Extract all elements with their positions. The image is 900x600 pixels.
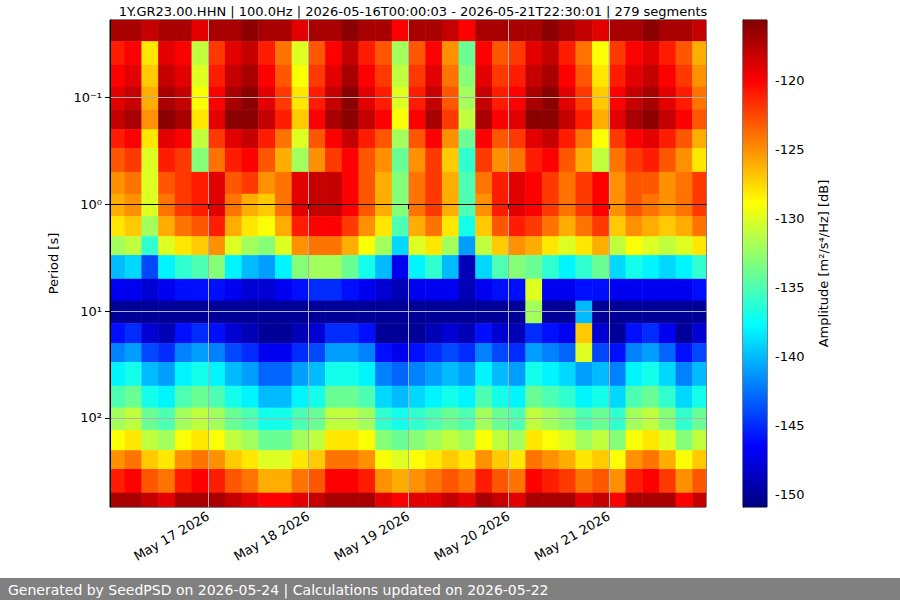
svg-text:10⁻¹: 10⁻¹ (73, 90, 102, 105)
svg-text:May 18 2026: May 18 2026 (231, 509, 312, 564)
svg-text:-120: -120 (775, 73, 805, 88)
svg-text:-130: -130 (775, 211, 805, 226)
svg-text:-125: -125 (775, 142, 805, 157)
svg-text:-140: -140 (775, 349, 805, 364)
svg-text:10²: 10² (80, 410, 102, 425)
svg-text:May 21 2026: May 21 2026 (532, 509, 613, 564)
svg-text:Period [s]: Period [s] (46, 233, 61, 295)
svg-text:1Y.GR23.00.HHN | 100.0Hz | 202: 1Y.GR23.00.HHN | 100.0Hz | 2026-05-16T00… (119, 4, 708, 19)
svg-text:May 19 2026: May 19 2026 (331, 509, 412, 564)
svg-text:Generated by SeedPSD on 2026-0: Generated by SeedPSD on 2026-05-24 | Cal… (8, 582, 549, 599)
svg-text:-150: -150 (775, 487, 805, 502)
svg-text:May 17 2026: May 17 2026 (131, 509, 212, 564)
svg-text:Amplitude [m²/s⁴/Hz] [dB]: Amplitude [m²/s⁴/Hz] [dB] (816, 180, 831, 348)
svg-text:-145: -145 (775, 418, 805, 433)
svg-text:10¹: 10¹ (80, 304, 102, 319)
svg-text:10⁰: 10⁰ (80, 197, 102, 212)
svg-text:May 20 2026: May 20 2026 (432, 509, 513, 564)
svg-text:-135: -135 (775, 280, 805, 295)
